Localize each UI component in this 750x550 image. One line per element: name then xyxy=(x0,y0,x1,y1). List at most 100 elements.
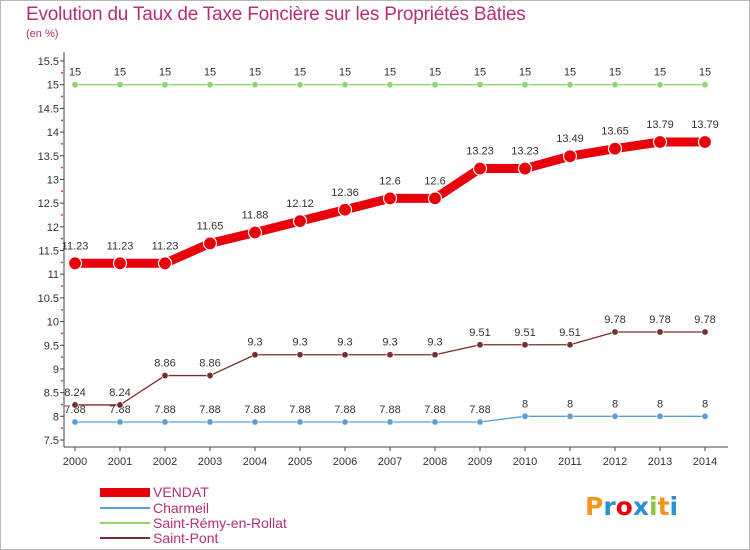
legend-label-charmeil: Charmeil xyxy=(153,500,210,516)
y-tick-label: 10.5 xyxy=(38,293,59,305)
y-minor-dot xyxy=(61,261,63,264)
data-point-charmeil xyxy=(161,418,169,426)
data-point-saint-remy-en-rollat xyxy=(431,81,439,89)
data-point-saint-remy-en-rollat xyxy=(611,81,619,89)
data-point-vendat xyxy=(202,236,218,251)
data-point-vendat xyxy=(562,149,578,164)
y-minor-dot xyxy=(61,308,63,311)
data-label-charmeil: 7.88 xyxy=(424,404,445,416)
y-tick-label: 9 xyxy=(53,364,59,376)
data-label-saint-pont: 8.86 xyxy=(154,358,175,370)
data-point-saint-remy-en-rollat xyxy=(566,81,574,89)
legend-item-charmeil[interactable]: Charmeil xyxy=(100,500,210,516)
data-label-saint-pont: 8.86 xyxy=(199,358,220,370)
data-point-charmeil xyxy=(116,418,124,426)
y-tick-label: 8 xyxy=(53,411,59,423)
y-tick-label: 14.5 xyxy=(38,103,59,115)
data-point-saint-remy-en-rollat xyxy=(71,81,79,89)
y-minor-dot xyxy=(61,427,63,430)
y-minor-dot xyxy=(61,403,63,406)
x-tick-label: 2011 xyxy=(558,456,582,468)
data-point-saint-pont xyxy=(476,341,484,349)
data-label-vendat: 13.65 xyxy=(601,126,629,138)
legend-label-saint-remy: Saint-Rémy-en-Rollat xyxy=(153,515,287,531)
y-minor-dot xyxy=(61,166,63,169)
data-label-vendat: 11.23 xyxy=(62,240,89,252)
x-tick-label: 2009 xyxy=(468,456,492,468)
data-label-saint-pont: 8.24 xyxy=(109,387,130,399)
data-point-charmeil xyxy=(296,418,304,426)
data-point-saint-remy-en-rollat xyxy=(116,81,124,89)
data-point-saint-remy-en-rollat xyxy=(251,81,259,89)
data-point-vendat xyxy=(337,202,353,217)
data-point-saint-pont xyxy=(431,351,439,359)
data-label-saint-pont: 9.3 xyxy=(337,337,352,349)
data-label-charmeil: 8 xyxy=(612,398,618,410)
data-point-charmeil xyxy=(566,412,574,420)
y-tick-label: 15 xyxy=(47,80,59,92)
data-point-saint-pont xyxy=(656,328,664,336)
data-point-vendat xyxy=(607,141,623,156)
data-point-saint-pont xyxy=(386,351,394,359)
data-point-vendat xyxy=(247,225,263,240)
data-label-charmeil: 7.88 xyxy=(199,404,220,416)
data-point-saint-remy-en-rollat xyxy=(161,81,169,89)
y-minor-dot xyxy=(61,356,63,358)
legend-item-saint-remy[interactable]: Saint-Rémy-en-Rollat xyxy=(100,515,287,531)
data-label-saint-remy-en-rollat: 15 xyxy=(204,67,216,79)
data-point-saint-remy-en-rollat xyxy=(386,81,394,89)
y-minor-dot xyxy=(61,379,63,382)
data-label-vendat: 11.23 xyxy=(152,240,179,252)
data-label-vendat: 13.79 xyxy=(691,119,719,131)
data-point-saint-remy-en-rollat xyxy=(701,81,709,89)
data-point-saint-remy-en-rollat xyxy=(341,81,349,89)
data-point-charmeil xyxy=(341,418,349,426)
data-point-saint-remy-en-rollat xyxy=(476,81,484,89)
proxiti-logo: Proxiti xyxy=(585,492,679,521)
x-tick-label: 2008 xyxy=(423,456,447,468)
data-label-saint-remy-en-rollat: 15 xyxy=(564,67,576,79)
data-label-saint-pont: 9.3 xyxy=(382,337,397,349)
data-point-charmeil xyxy=(386,418,394,426)
data-label-charmeil: 7.88 xyxy=(244,404,265,416)
data-label-vendat: 13.49 xyxy=(556,133,584,145)
x-tick-label: 2012 xyxy=(603,456,627,468)
data-label-vendat: 12.6 xyxy=(424,175,445,187)
data-point-saint-pont xyxy=(566,341,574,349)
legend-item-vendat[interactable]: VENDAT xyxy=(100,484,209,500)
data-label-saint-remy-en-rollat: 15 xyxy=(114,67,126,79)
data-label-saint-pont: 9.78 xyxy=(649,314,670,326)
data-label-saint-pont: 9.78 xyxy=(694,314,715,326)
x-tick-label: 2002 xyxy=(153,456,177,468)
x-tick-label: 2001 xyxy=(108,456,132,468)
legend-item-saint-pont[interactable]: Saint-Pont xyxy=(100,530,218,546)
data-point-saint-remy-en-rollat xyxy=(521,81,529,89)
data-point-vendat xyxy=(427,191,443,206)
data-point-charmeil xyxy=(476,418,484,426)
y-minor-dot xyxy=(61,332,63,335)
y-tick-label: 10 xyxy=(47,317,59,329)
y-tick-label: 9.5 xyxy=(44,340,59,352)
y-tick-label: 13.5 xyxy=(38,151,59,163)
data-label-saint-remy-en-rollat: 15 xyxy=(519,67,531,79)
data-label-saint-remy-en-rollat: 15 xyxy=(249,67,261,79)
y-minor-dot xyxy=(61,71,63,74)
data-point-saint-remy-en-rollat xyxy=(206,81,214,89)
x-tick-label: 2006 xyxy=(333,456,357,468)
y-minor-dot xyxy=(61,237,63,240)
data-point-charmeil xyxy=(206,418,214,426)
data-point-vendat xyxy=(697,134,713,150)
data-label-vendat: 12.6 xyxy=(379,175,400,187)
data-point-charmeil xyxy=(521,412,529,420)
data-label-saint-pont: 9.3 xyxy=(427,337,442,349)
data-label-vendat: 12.36 xyxy=(331,187,359,199)
x-tick-label: 2004 xyxy=(243,456,267,468)
data-point-vendat xyxy=(112,256,128,271)
data-label-saint-pont: 9.51 xyxy=(514,327,535,339)
data-point-saint-pont xyxy=(161,372,169,380)
x-tick-label: 2014 xyxy=(693,456,717,468)
x-tick-label: 2003 xyxy=(198,456,222,468)
data-point-saint-pont xyxy=(71,401,79,409)
data-label-vendat: 11.65 xyxy=(197,220,224,232)
